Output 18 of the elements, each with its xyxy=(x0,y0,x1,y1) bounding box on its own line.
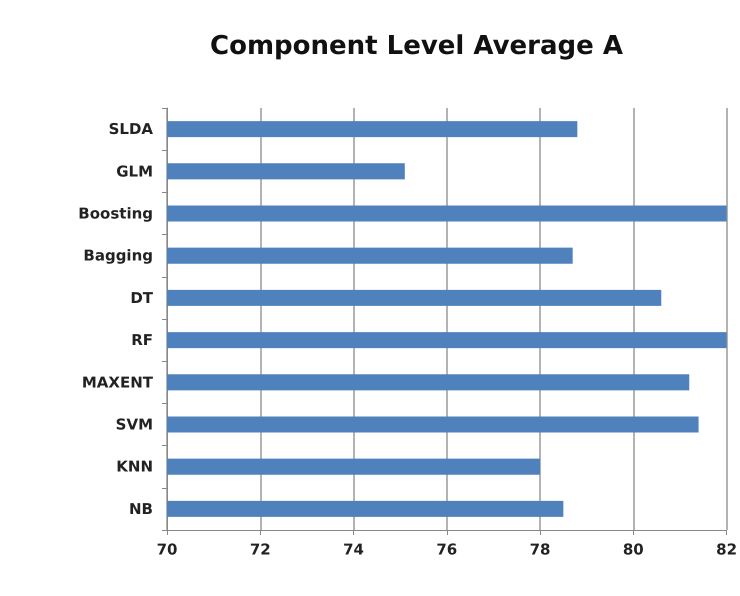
y-tick-label: DT xyxy=(130,288,154,307)
y-tick-label: MAXENT xyxy=(82,373,154,392)
x-tick-label: 76 xyxy=(436,540,458,558)
y-tick-label: KNN xyxy=(116,458,153,476)
y-tick-label: GLM xyxy=(116,162,153,180)
chart-title: Component Level Average A xyxy=(210,31,623,61)
y-tick-label: Bagging xyxy=(83,246,153,265)
x-tick-label: 72 xyxy=(250,540,271,558)
x-tick-label: 74 xyxy=(343,540,364,558)
y-tick-label: SVM xyxy=(116,416,153,434)
y-tick-label: SLDA xyxy=(108,120,154,138)
y-tick-label: Boosting xyxy=(78,204,153,222)
x-tick-label: 70 xyxy=(156,540,178,558)
y-tick-label: NB xyxy=(129,500,153,518)
x-tick-label: 80 xyxy=(622,540,644,558)
y-tick-label: RF xyxy=(131,331,153,350)
x-tick-label: 78 xyxy=(530,540,550,558)
x-tick-label: 82 xyxy=(716,540,737,558)
